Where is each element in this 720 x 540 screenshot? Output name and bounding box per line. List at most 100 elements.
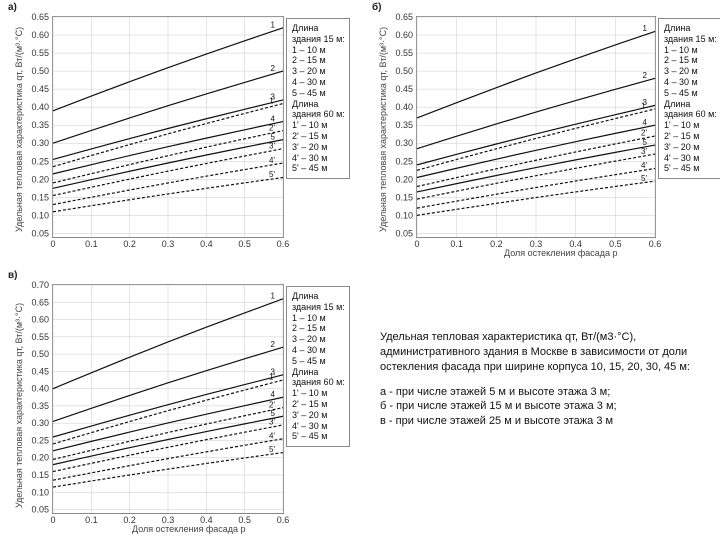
series-label: 1	[271, 21, 276, 30]
series-label: 5'	[269, 170, 275, 179]
chart-area: 00.10.20.30.40.50.60.050.100.150.200.250…	[416, 16, 656, 238]
y-tick: 0.20	[31, 174, 49, 184]
series-label: 1'	[641, 102, 647, 111]
legend-item-2-4: 5' – 45 м	[292, 163, 344, 174]
x-axis-label: Доля остекления фасада p	[504, 248, 618, 258]
chart-area: 00.10.20.30.40.50.60.050.100.150.200.250…	[52, 16, 284, 238]
chart-svg: 00.10.20.30.40.50.60.050.100.150.200.250…	[53, 285, 283, 513]
corner-label: б)	[372, 2, 382, 13]
legend-title-2: Длина	[292, 99, 344, 110]
x-tick: 0	[50, 515, 55, 525]
y-tick: 0.15	[31, 470, 49, 480]
x-tick: 0.6	[277, 515, 290, 525]
y-tick: 0.05	[395, 228, 413, 238]
legend-item-1-2: 3 – 20 м	[292, 66, 344, 77]
series-label: 1	[271, 292, 276, 301]
chart-svg: 00.10.20.30.40.50.60.050.100.150.200.250…	[53, 17, 283, 237]
y-tick: 0.45	[31, 366, 49, 376]
series-label: 5'	[269, 445, 275, 454]
legend-item-1-3: 4 – 30 м	[292, 345, 344, 356]
series-label: 2'	[641, 129, 647, 138]
legend-item-1-4: 5 – 45 м	[664, 88, 716, 99]
y-tick: 0.45	[31, 84, 49, 94]
y-tick: 0.15	[31, 192, 49, 202]
legend-item-1-1: 2 – 15 м	[292, 323, 344, 334]
legend-item-2-1: 2' – 15 м	[664, 131, 716, 142]
corner-label: а)	[8, 2, 17, 13]
y-tick: 0.25	[31, 156, 49, 166]
x-tick: 0.4	[200, 239, 213, 249]
y-tick: 0.30	[395, 138, 413, 148]
y-axis-label: Удельная тепловая характеристика qт, Вт/…	[14, 27, 24, 232]
caption-block: Удельная тепловая характеристика qт, Вт/…	[380, 330, 712, 429]
chart-area: 00.10.20.30.40.50.60.050.100.150.200.250…	[52, 284, 284, 514]
legend-title-2: Длина	[292, 367, 344, 378]
legend-item-1-2: 3 – 20 м	[292, 334, 344, 345]
x-tick: 0.1	[85, 515, 98, 525]
series-label: 4'	[269, 156, 275, 165]
series-label: 4	[271, 114, 276, 123]
legend-title-2: Длина	[664, 99, 716, 110]
legend-sub-2: здания 60 м:	[664, 109, 716, 120]
x-tick: 0.3	[162, 239, 175, 249]
legend-item-1-0: 1 – 10 м	[292, 313, 344, 324]
legend-sub-1: здания 15 м:	[292, 302, 344, 313]
caption-p2c: в - при числе этажей 25 м и высоте этажа…	[380, 414, 712, 429]
y-tick: 0.25	[395, 156, 413, 166]
x-tick: 0.6	[649, 239, 662, 249]
x-tick: 0.2	[490, 239, 503, 249]
series-label: 4'	[641, 161, 647, 170]
y-axis-label: Удельная тепловая характеристика qт, Вт/…	[14, 303, 24, 508]
legend-item-2-1: 2' – 15 м	[292, 399, 344, 410]
series-label: 5	[271, 132, 276, 141]
series-label: 2	[271, 64, 276, 73]
legend-item-2-3: 4' – 30 м	[664, 153, 716, 164]
corner-label: в)	[8, 270, 17, 281]
caption-p2a: а - при числе этажей 5 м и высоте этажа …	[380, 385, 712, 400]
y-tick: 0.10	[31, 487, 49, 497]
legend-item-1-3: 4 – 30 м	[664, 77, 716, 88]
legend-title-1: Длина	[292, 291, 344, 302]
x-tick: 0.5	[238, 239, 251, 249]
legend-item-2-2: 3' – 20 м	[292, 142, 344, 153]
y-tick: 0.45	[395, 84, 413, 94]
y-axis-label: Удельная тепловая характеристика qт, Вт/…	[378, 27, 388, 232]
y-tick: 0.10	[31, 210, 49, 220]
y-tick: 0.55	[31, 48, 49, 58]
y-tick: 0.65	[31, 12, 49, 22]
legend-item-1-2: 3 – 20 м	[664, 66, 716, 77]
y-tick: 0.60	[31, 30, 49, 40]
series-label: 1'	[269, 96, 275, 105]
legend-sub-1: здания 15 м:	[664, 34, 716, 45]
chart-svg: 00.10.20.30.40.50.60.050.100.150.200.250…	[417, 17, 655, 237]
series-label: 1	[643, 24, 648, 33]
series-label: 2	[643, 71, 648, 80]
y-tick: 0.50	[395, 66, 413, 76]
series-label: 5'	[641, 174, 647, 183]
legend-title-1: Длина	[664, 23, 716, 34]
series-label: 2'	[269, 123, 275, 132]
series-label: 4	[271, 390, 276, 399]
panel-b: б) 00.10.20.30.40.50.60.050.100.150.200.2…	[370, 2, 718, 262]
legend-item-2-0: 1' – 10 м	[664, 120, 716, 131]
y-tick: 0.35	[31, 401, 49, 411]
y-tick: 0.20	[31, 453, 49, 463]
series-label: 3'	[269, 141, 275, 150]
series-label: 3'	[269, 418, 275, 427]
legend-item-2-2: 3' – 20 м	[664, 142, 716, 153]
y-tick: 0.50	[31, 66, 49, 76]
legend-sub-2: здания 60 м:	[292, 377, 344, 388]
x-tick: 0.2	[123, 239, 136, 249]
legend-box: Длиназдания 15 м:1 – 10 м2 – 15 м3 – 20 …	[286, 18, 350, 179]
legend-item-2-0: 1' – 10 м	[292, 388, 344, 399]
y-tick: 0.50	[31, 349, 49, 359]
legend-item-2-4: 5' – 45 м	[292, 431, 344, 442]
y-tick: 0.65	[395, 12, 413, 22]
y-tick: 0.05	[31, 505, 49, 515]
caption-p2b: б - при числе этажей 15 м и высоте этажа…	[380, 399, 712, 414]
y-tick: 0.35	[395, 120, 413, 130]
y-tick: 0.40	[31, 102, 49, 112]
x-tick: 0.1	[450, 239, 463, 249]
legend-item-1-1: 2 – 15 м	[664, 55, 716, 66]
y-tick: 0.55	[395, 48, 413, 58]
